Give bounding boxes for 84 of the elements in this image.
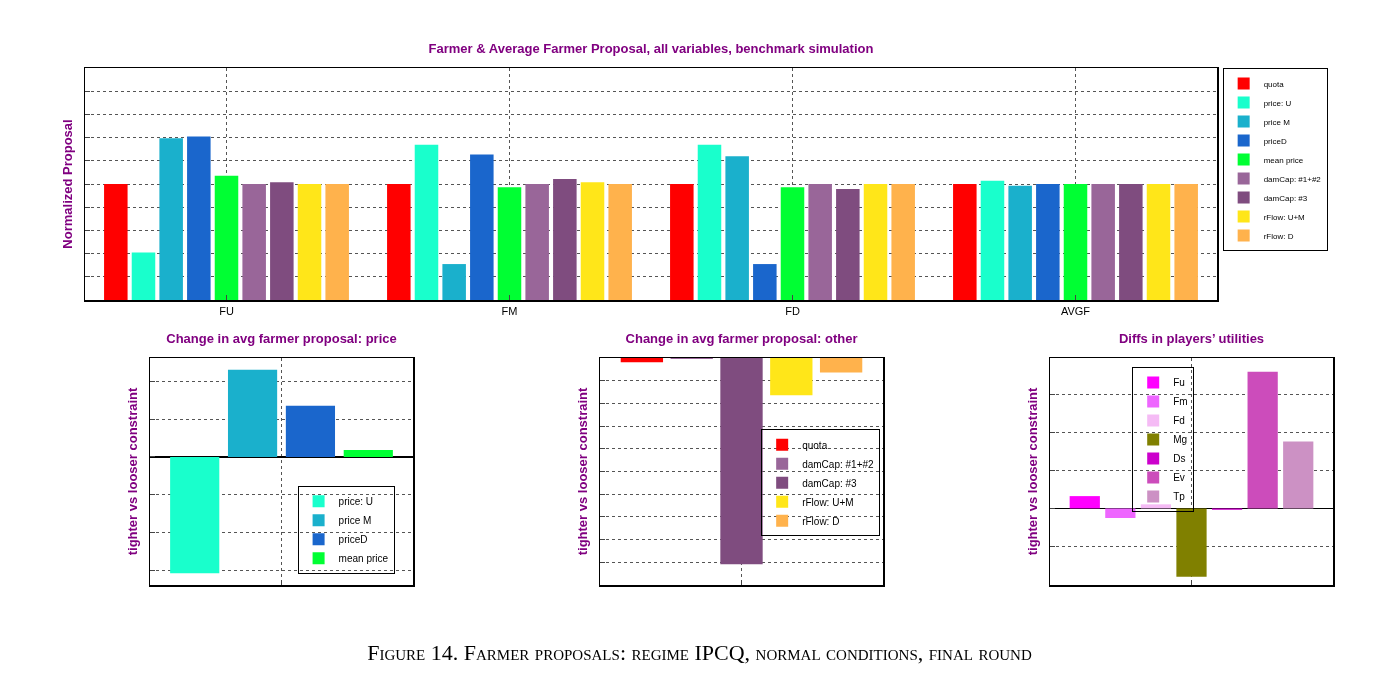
bar	[1091, 184, 1115, 300]
chart-title: Diffs in players’ utilities	[1118, 331, 1265, 347]
bar	[214, 175, 239, 300]
bar	[808, 184, 832, 300]
bar	[187, 136, 211, 300]
legend-label: damCap: #1+#2	[1263, 174, 1322, 184]
bar	[387, 184, 411, 300]
legend-label: Ev	[1173, 472, 1185, 484]
bar	[725, 156, 749, 300]
legend-label: rFlow: D	[802, 515, 840, 527]
bar	[836, 188, 860, 300]
legend-label: mean price	[1263, 155, 1304, 165]
bar	[242, 184, 266, 300]
bar	[285, 405, 336, 457]
bar	[1247, 371, 1278, 509]
bar	[780, 187, 805, 300]
bar	[753, 264, 777, 300]
y-axis-title: tighter vs looser constraint	[124, 387, 140, 556]
bar	[1174, 184, 1198, 300]
legend-label: quota	[1263, 79, 1285, 89]
bar	[270, 182, 294, 300]
x-tick-label: AVGF	[1060, 304, 1091, 317]
bar	[1119, 184, 1143, 300]
bar	[1146, 184, 1171, 300]
bar	[442, 264, 466, 300]
x-tick-label: FM	[501, 304, 518, 317]
chart-title: Farmer & Average Farmer Proposal, all variables, benchmark simulation	[428, 41, 874, 57]
bar	[953, 184, 977, 300]
legend-label: price: U	[338, 496, 374, 508]
bar	[1105, 508, 1136, 518]
x-tick-label: FD	[785, 304, 800, 317]
bar	[863, 184, 888, 300]
legend-label: damCap: #3	[802, 477, 858, 489]
bar	[414, 144, 439, 300]
legend-label: Ds	[1173, 453, 1186, 465]
caption: Figure 14. Farmer proposals: regime IPCQ, normal conditions, final round	[366, 640, 1033, 666]
chart-title: Change in avg farmer proposal: other	[625, 331, 858, 347]
bar	[1140, 504, 1172, 509]
bar	[553, 179, 577, 300]
bar	[1063, 184, 1088, 300]
legend-label: price M	[1263, 117, 1291, 127]
chart-title: Change in avg farmer proposal: price	[166, 331, 397, 347]
bar	[670, 184, 694, 300]
bar	[1176, 508, 1207, 577]
bar	[170, 456, 220, 574]
bar	[159, 138, 183, 300]
legend-label: Fm	[1173, 396, 1188, 408]
legend-label: mean price	[338, 553, 389, 565]
bar	[297, 184, 322, 300]
bar	[697, 144, 722, 300]
bar	[580, 182, 605, 300]
bar	[1008, 185, 1032, 300]
y-axis-title: Normalized Proposal	[59, 119, 75, 249]
bar	[1036, 184, 1060, 300]
legend-label: Mg	[1173, 434, 1188, 446]
legend-label: priceD	[338, 534, 368, 546]
bar	[325, 184, 349, 300]
bar	[104, 184, 128, 300]
bar	[470, 154, 494, 300]
y-axis-title: tighter vs looser constraint	[574, 387, 590, 556]
legend-label: rFlow: U+M	[1263, 212, 1306, 222]
bar	[497, 187, 522, 300]
legend-label: rFlow: U+M	[802, 496, 854, 508]
legend-label: quota	[802, 439, 828, 451]
x-tick-label: FU	[219, 304, 234, 317]
legend-label: price: U	[1263, 98, 1292, 108]
bar	[227, 369, 278, 457]
bar	[891, 184, 915, 300]
bar	[525, 184, 549, 300]
legend-label: priceD	[1263, 136, 1287, 146]
y-axis-title: tighter vs looser constraint	[1024, 387, 1040, 556]
bar	[1283, 441, 1314, 509]
legend-label: price M	[338, 515, 372, 527]
legend-label: rFlow: D	[1263, 231, 1294, 241]
bar	[980, 180, 1005, 300]
legend-label: damCap: #3	[1263, 193, 1308, 203]
bar	[1069, 496, 1100, 509]
legend-label: Fu	[1173, 377, 1185, 389]
bar	[131, 252, 156, 300]
legend-label: Tp	[1173, 491, 1186, 503]
bar	[343, 449, 393, 457]
legend-label: damCap: #1+#2	[802, 458, 875, 470]
bar	[608, 184, 632, 300]
legend-label: Fd	[1173, 415, 1185, 427]
